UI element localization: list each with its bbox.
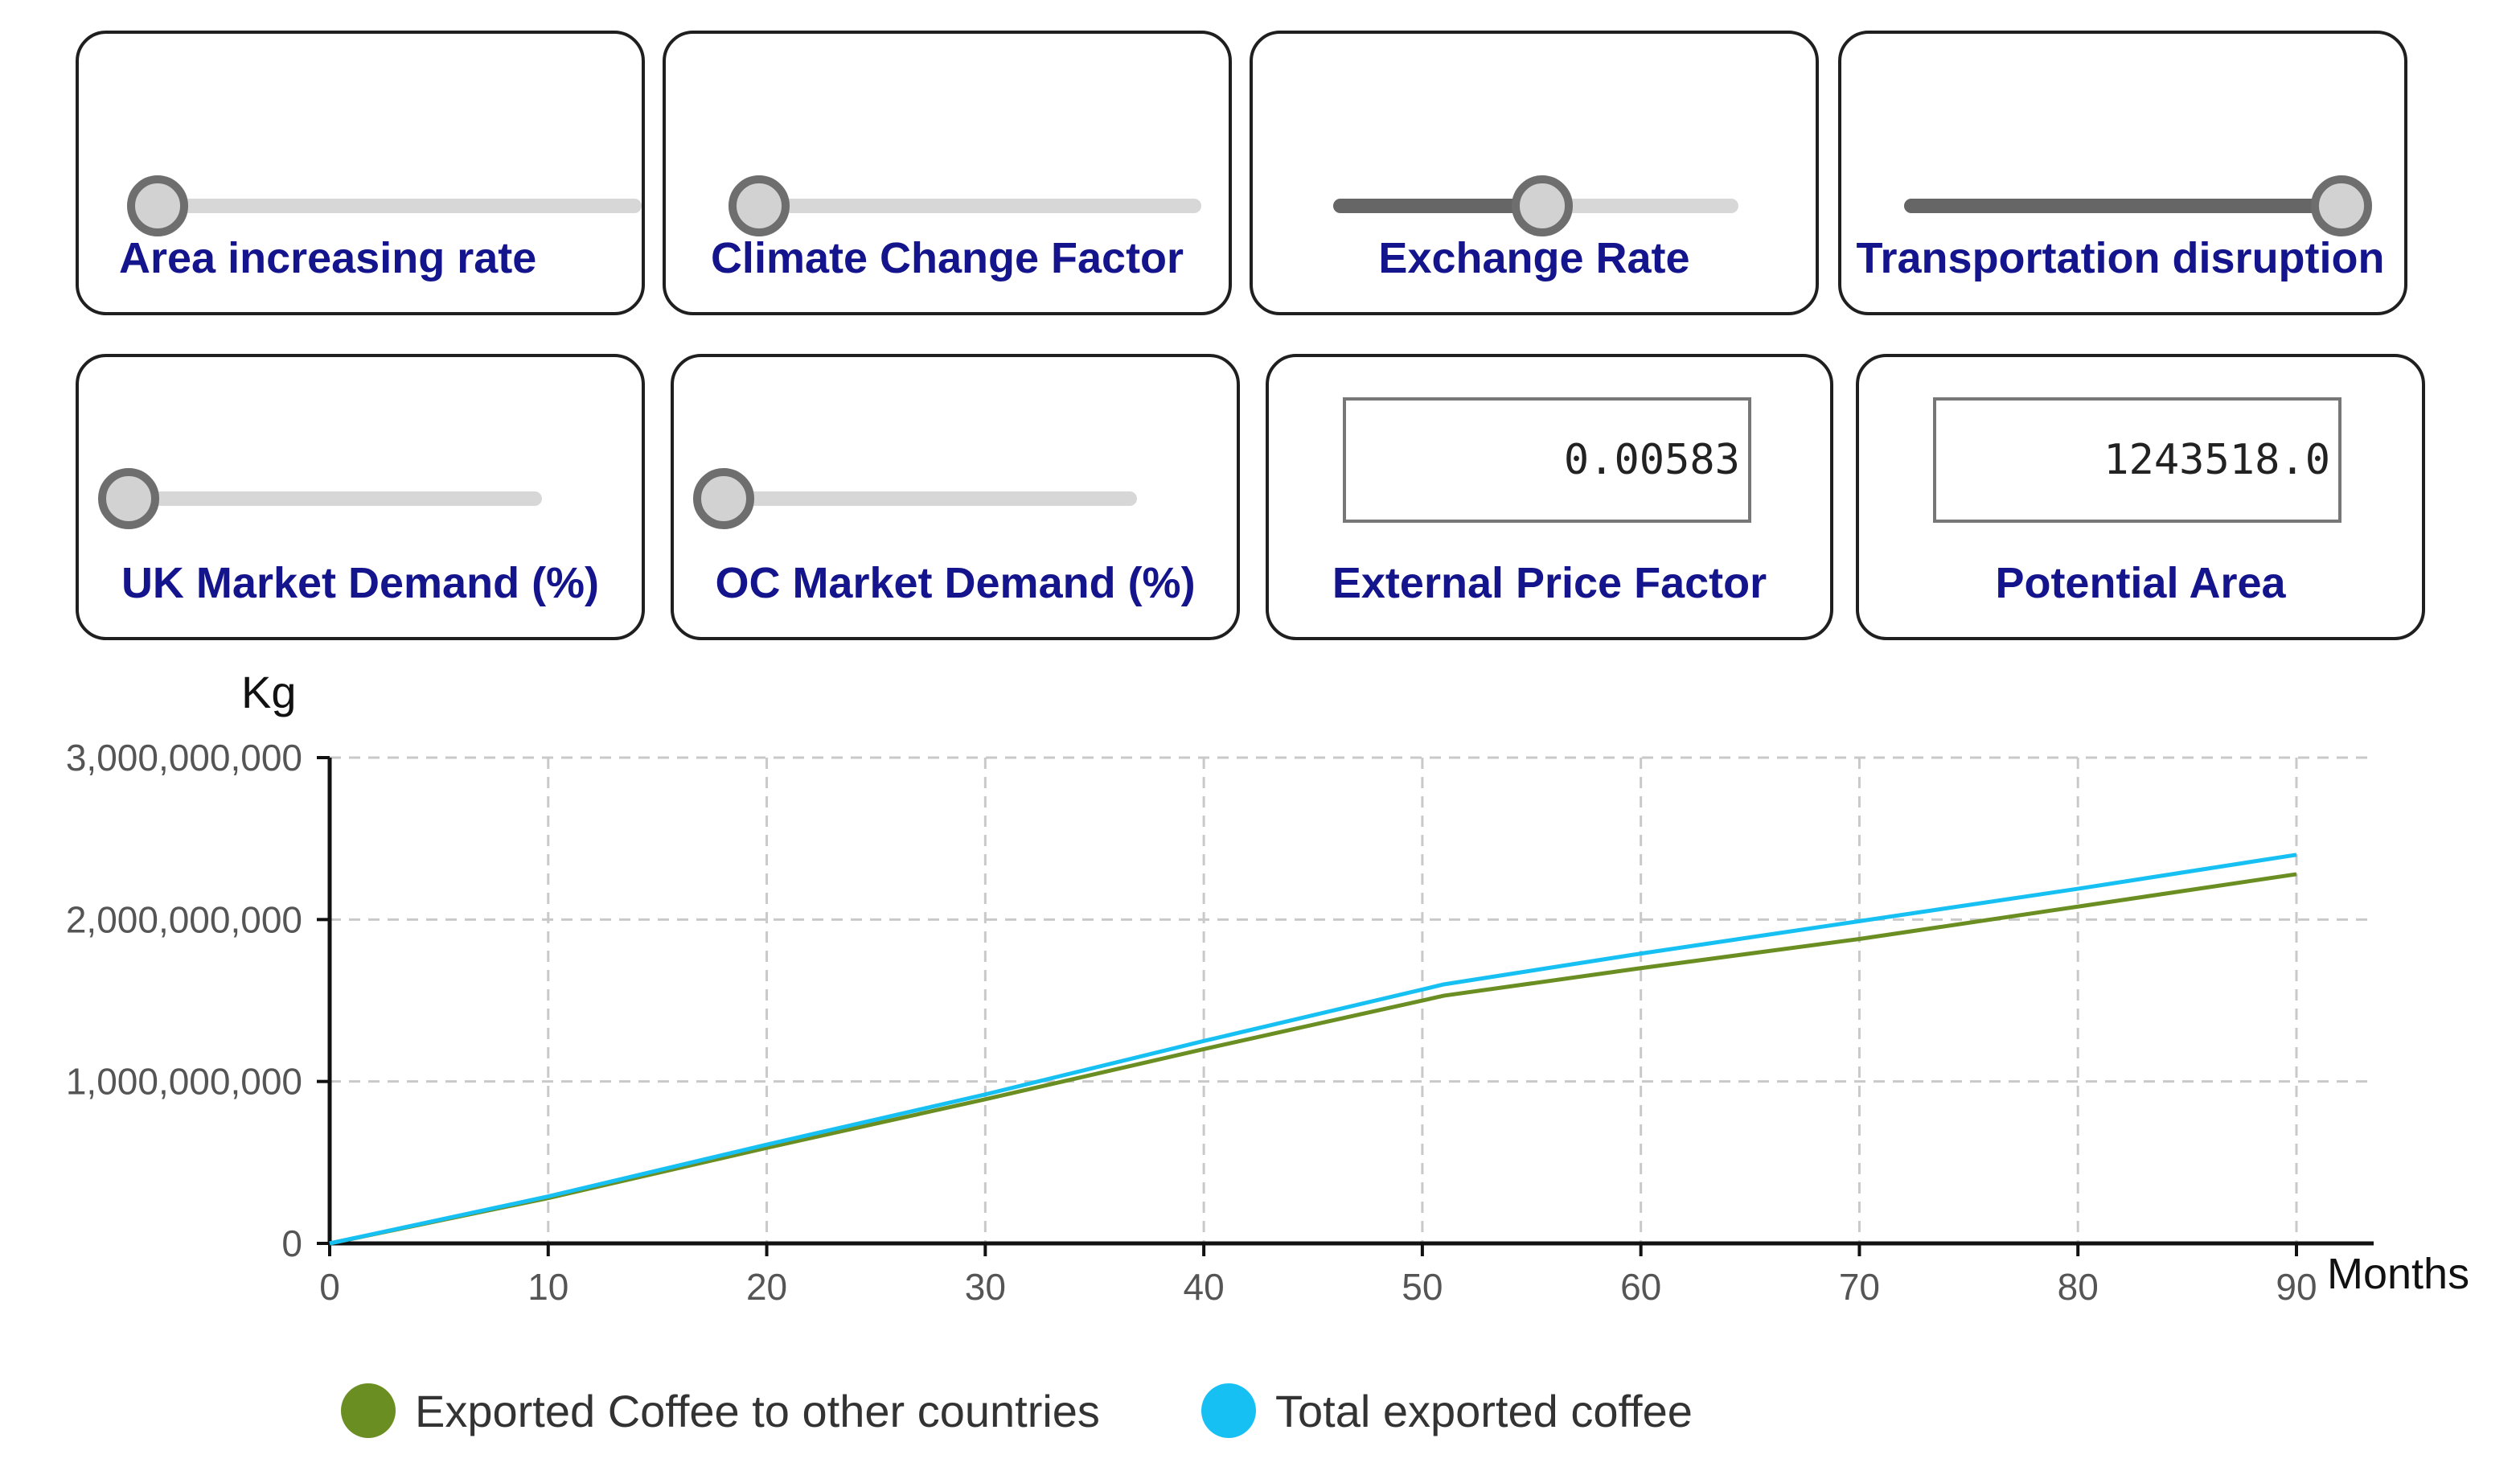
potential-area-label: Potential Area [1995,559,2286,607]
legend-dot-other [341,1383,396,1438]
y-tick-label: 1,000,000,000 [66,1061,302,1103]
climate-slider-track[interactable] [735,199,1201,213]
climate-label: Climate Change Factor [710,234,1184,282]
area-rate-slider-track[interactable] [159,199,642,213]
potential-area-control: 1243518.0 Potential Area [1856,354,2425,640]
climate-slider-thumb[interactable] [729,175,790,236]
x-tick-label: 80 [2058,1266,2099,1308]
exchange-slider-thumb[interactable] [1512,175,1573,236]
oc-demand-label: OC Market Demand (%) [715,559,1196,607]
exchange-control: Exchange Rate [1250,31,1819,315]
price-factor-input[interactable]: 0.00583 [1343,397,1751,523]
potential-area-input[interactable]: 1243518.0 [1933,397,2341,523]
oc-demand-slider-thumb[interactable] [693,468,754,529]
transport-slider-thumb[interactable] [2311,175,2372,236]
y-axis-title: Kg [241,667,297,717]
area-rate-slider-thumb[interactable] [127,175,188,236]
x-tick-label: 40 [1184,1266,1225,1308]
oc-demand-slider-track[interactable] [722,491,1137,506]
uk-demand-slider-thumb[interactable] [98,468,159,529]
exchange-label: Exchange Rate [1378,234,1690,282]
area-rate-label: Area increasing rate [119,234,537,282]
y-tick-label: 3,000,000,000 [66,737,302,779]
x-tick-label: 20 [746,1266,787,1308]
legend-item-total[interactable]: Total exported coffee [1201,1383,1693,1438]
x-tick-label: 60 [1620,1266,1661,1308]
x-tick-label: 10 [527,1266,568,1308]
transport-slider-track[interactable] [1904,199,2354,213]
x-tick-label: 70 [1839,1266,1880,1308]
y-tick-label: 0 [281,1222,302,1264]
price-factor-label: External Price Factor [1332,559,1767,607]
y-tick-label: 2,000,000,000 [66,898,302,940]
legend-label-other: Exported Coffee to other countries [415,1385,1100,1436]
exchange-slider-fill [1333,199,1534,213]
series-line-other-countries [329,872,2297,1246]
legend-label-total: Total exported coffee [1275,1385,1693,1436]
area-rate-control: Area increasing rate [76,31,645,315]
legend-item-other[interactable]: Exported Coffee to other countries [341,1383,1100,1438]
transport-label: Transportation disruption [1856,234,2385,282]
uk-demand-slider-track[interactable] [127,491,542,506]
x-tick-label: 50 [1402,1266,1443,1308]
legend-dot-total [1201,1383,1256,1438]
climate-control: Climate Change Factor [663,31,1232,315]
oc-demand-control: OC Market Demand (%) [671,354,1240,640]
x-tick-label: 0 [319,1266,340,1308]
uk-demand-label: UK Market Demand (%) [121,559,600,607]
price-factor-control: 0.00583 External Price Factor [1266,354,1833,640]
transport-slider-fill [1904,199,2338,213]
x-axis-title: Months [2327,1250,2469,1298]
uk-demand-control: UK Market Demand (%) [76,354,645,640]
x-tick-label: 90 [2276,1266,2317,1308]
transport-control: Transportation disruption [1838,31,2407,315]
x-tick-label: 30 [965,1266,1006,1308]
series-line-total [329,853,2297,1246]
